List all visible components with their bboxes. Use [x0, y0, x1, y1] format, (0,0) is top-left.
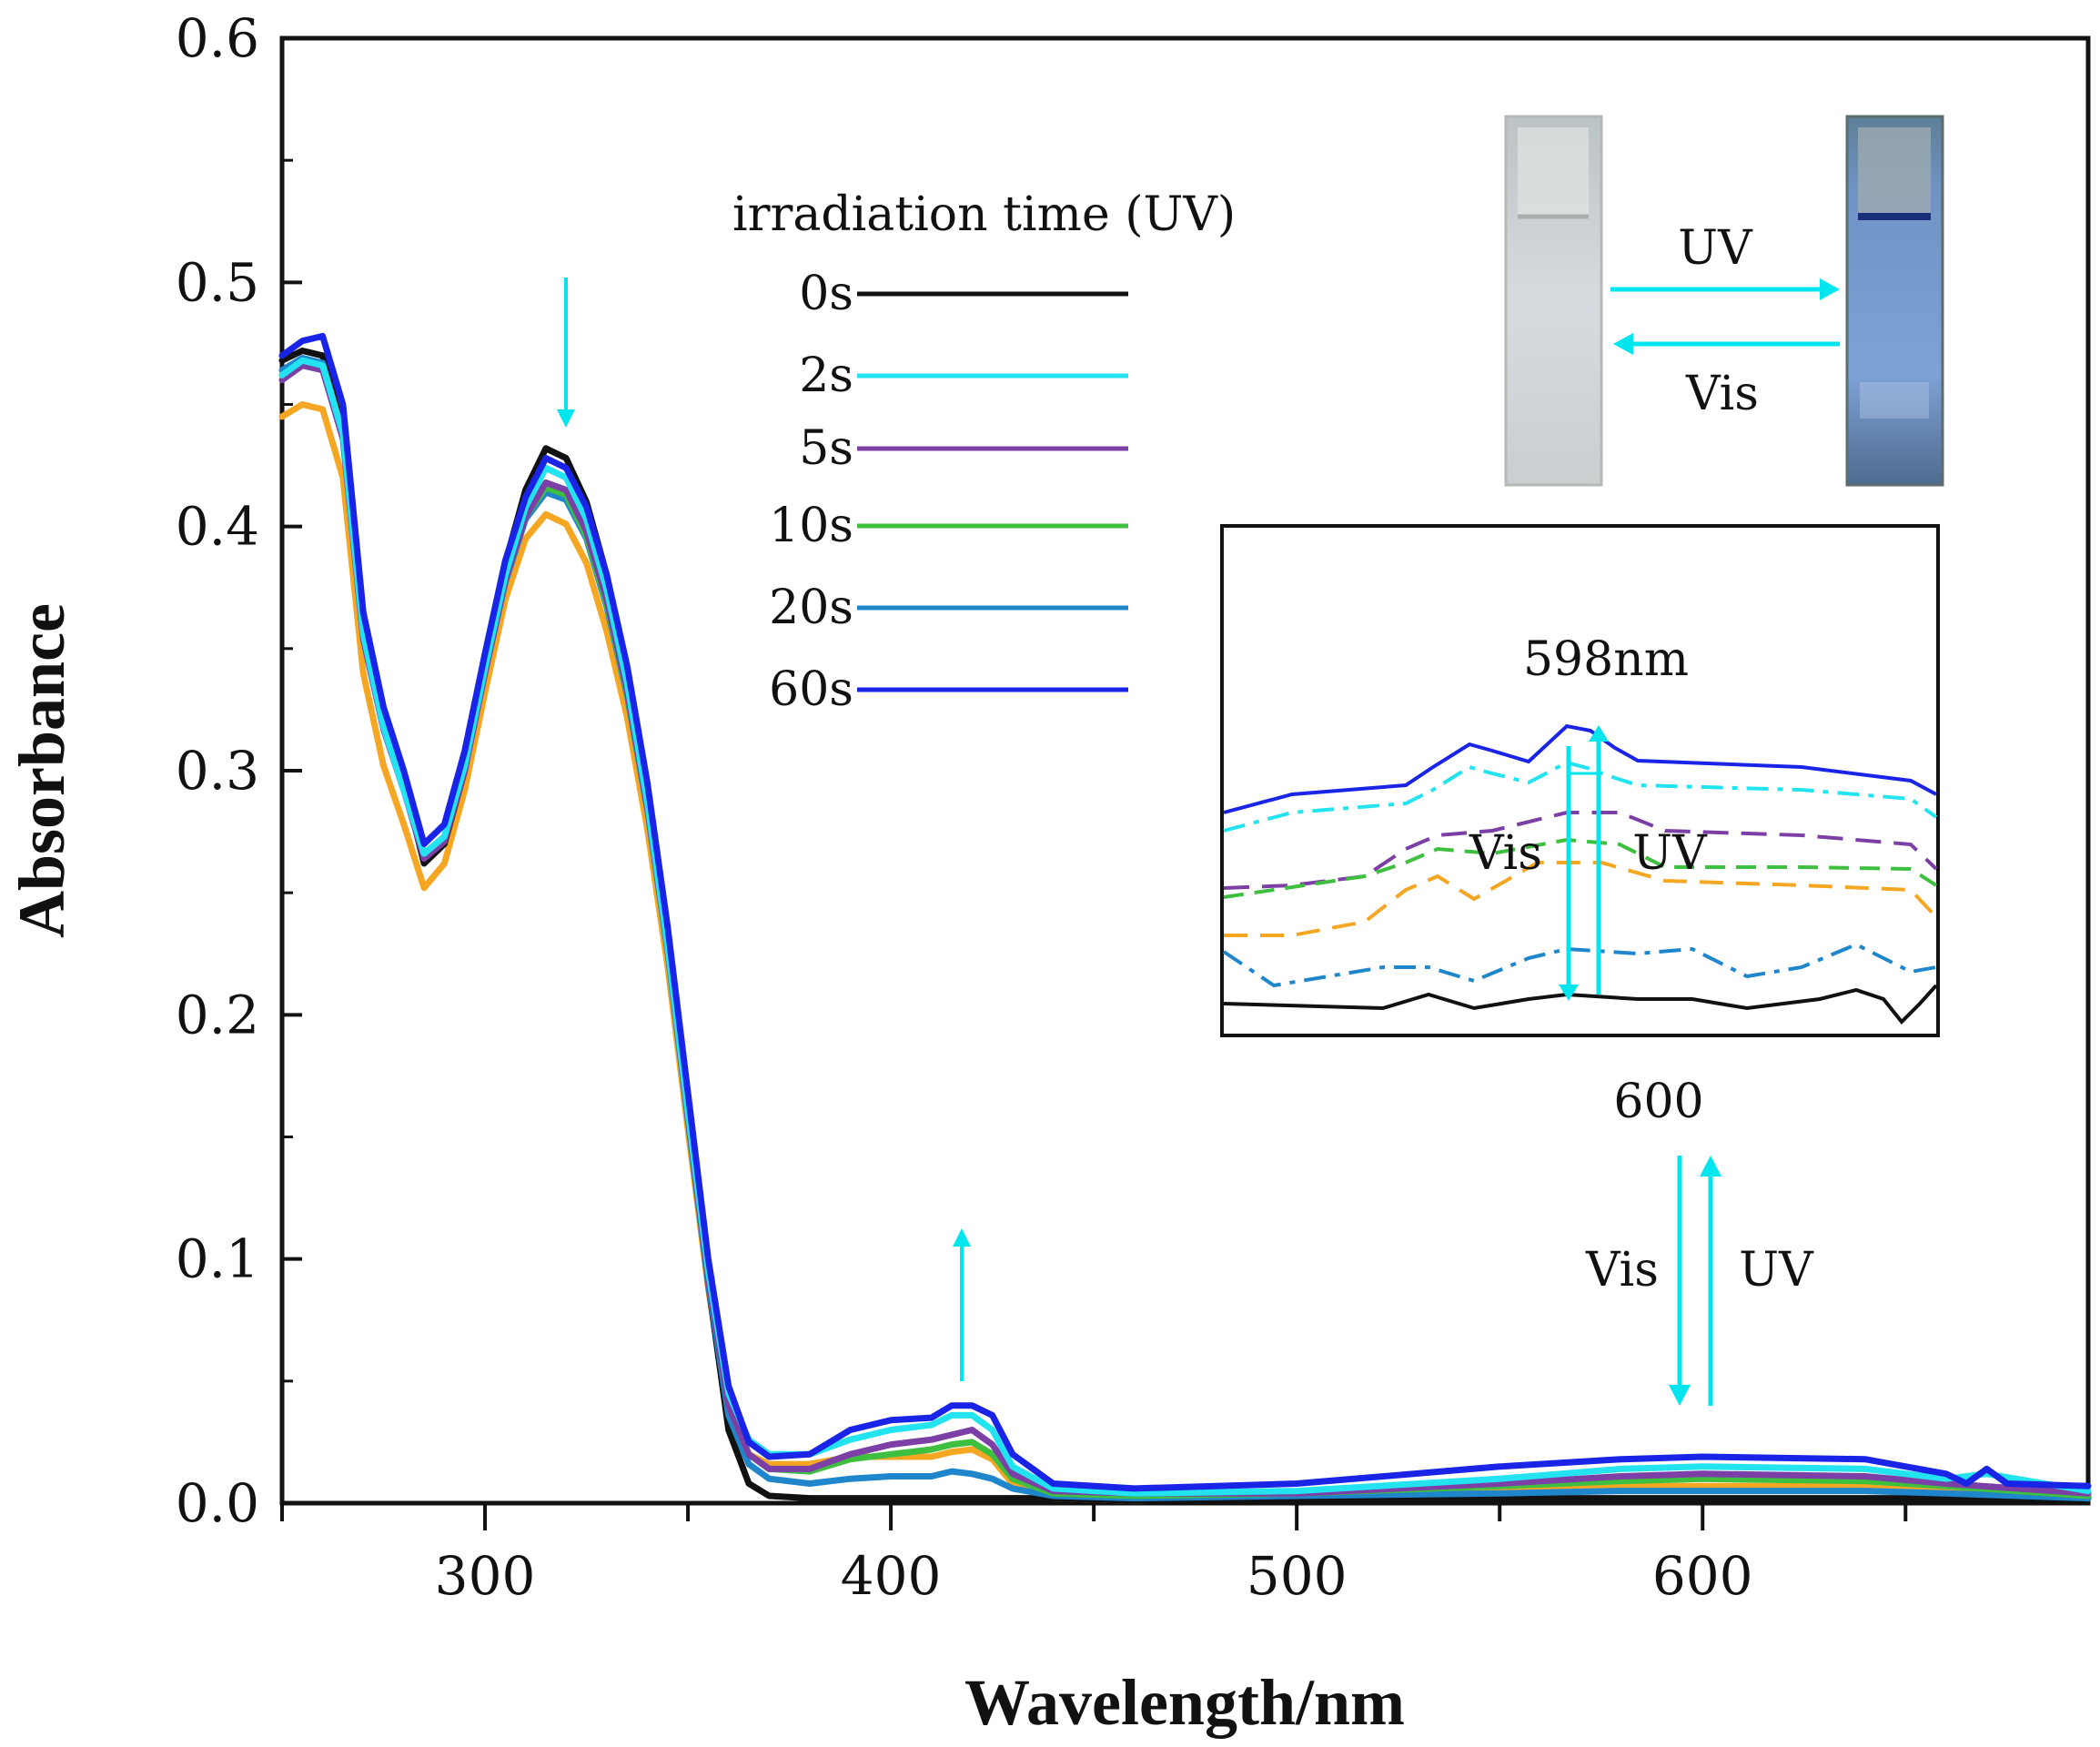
photo-vis-label: Vis [1685, 367, 1759, 421]
legend-label: 0s [799, 267, 853, 321]
x-tick-label: 600 [1652, 1545, 1753, 1607]
y-axis-ticks: 0.0 0.1 0.2 0.3 0.4 0.5 0.6 [176, 7, 302, 1534]
y-tick-label: 0.1 [176, 1228, 259, 1290]
legend-label: 20s [769, 581, 853, 635]
y-axis-title: Absorbance [5, 603, 78, 938]
arrow-down-300 [557, 278, 575, 428]
legend-label: 60s [769, 662, 853, 717]
y-tick-label: 0.6 [176, 7, 259, 69]
inset-lines [1222, 723, 1938, 1025]
x-tick-label: 400 [841, 1545, 942, 1607]
y-tick-label: 0.0 [176, 1472, 259, 1534]
x-axis-title: Wavelength/nm [964, 1666, 1405, 1739]
zoom-inset: 598nm Vis UV [1220, 524, 1940, 1037]
y-tick-label: 0.2 [176, 984, 259, 1045]
legend-label: 2s [799, 348, 853, 403]
x-axis-ticks: 300 400 500 600 [280, 1503, 1908, 1607]
x-tick-label: 500 [1247, 1545, 1348, 1607]
legend-title: irradiation time (UV) [732, 187, 1236, 242]
y-tick-label: 0.4 [176, 496, 259, 558]
y-tick-label: 0.3 [176, 740, 259, 802]
legend: irradiation time (UV) 0s 2s 5s 10s 20s 60s [732, 187, 1236, 717]
main-vis-label: Vis [1585, 1243, 1659, 1298]
arrow-up-420 [953, 1228, 971, 1381]
main-uv-label: UV [1739, 1243, 1814, 1298]
inset-peak-label: 598nm [1523, 632, 1689, 687]
legend-label: 5s [799, 421, 853, 476]
inset-uv-label: UV [1632, 826, 1708, 881]
series-line-60s [278, 332, 2092, 1492]
inset-x-label: 600 [1613, 1075, 1703, 1129]
inset-vis-label: Vis [1469, 826, 1542, 881]
main-vis-uv-arrows: Vis UV [1585, 1156, 1814, 1406]
y-tick-label: 0.5 [176, 251, 259, 313]
photo-uv-label: UV [1678, 221, 1753, 276]
x-tick-label: 300 [435, 1545, 536, 1607]
series-lines [278, 332, 2092, 1504]
legend-label: 10s [769, 499, 853, 553]
cuvette-photo: UV Vis [1504, 115, 1944, 487]
